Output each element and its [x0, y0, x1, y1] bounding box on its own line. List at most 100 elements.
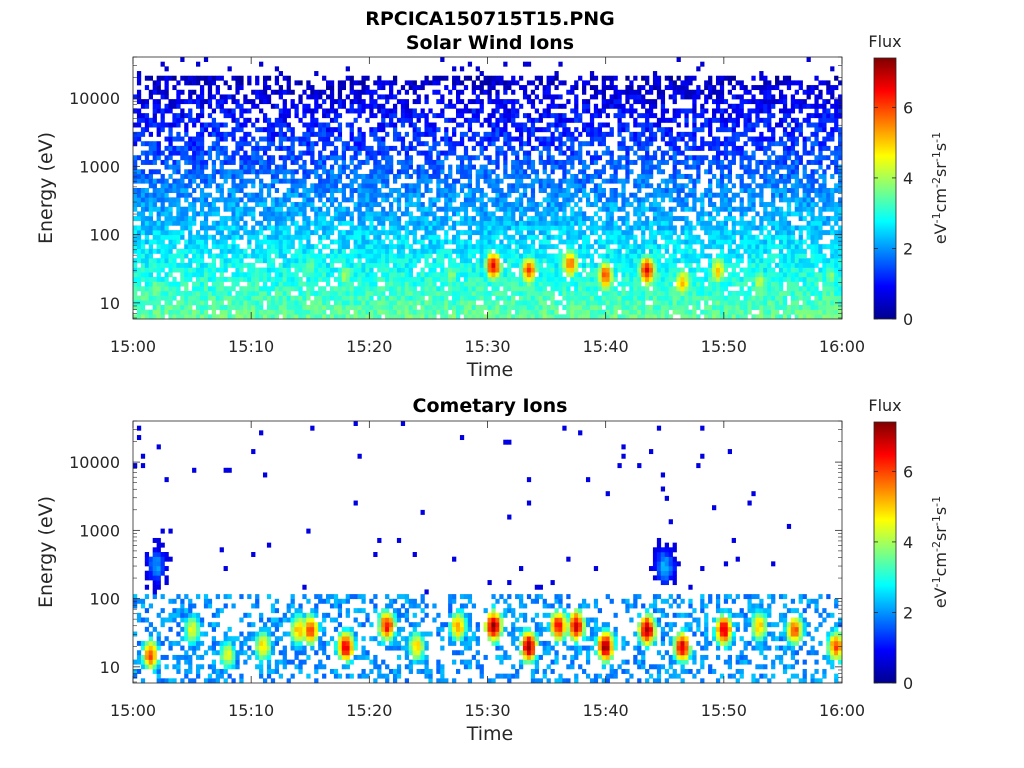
spectrogram-cell [203, 281, 209, 287]
spectrogram-cell [180, 248, 185, 254]
spectrogram-cell [507, 267, 512, 273]
spectrogram-cell [266, 122, 272, 128]
spectrogram-cell [148, 281, 153, 287]
spectrogram-cell [645, 267, 650, 273]
spectrogram-cell [278, 113, 283, 119]
spectrogram-cell [333, 206, 339, 212]
spectrogram-cell [507, 244, 512, 250]
spectrogram-cell [172, 169, 177, 175]
spectrogram-cell [503, 281, 508, 287]
spectrogram-cell [172, 117, 177, 123]
spectrogram-cell [605, 267, 610, 273]
spectrogram-cell [408, 295, 413, 301]
spectrogram-cell [160, 127, 165, 133]
spectrogram-cell [286, 290, 291, 296]
spectrogram-cell [329, 192, 335, 198]
spectrogram-cell [507, 239, 512, 245]
spectrogram-cell [227, 85, 232, 91]
spectrogram-cell [298, 262, 303, 268]
spectrogram-cell [637, 145, 642, 151]
spectrogram-cell [168, 150, 173, 156]
spectrogram-cell [148, 202, 153, 208]
spectrogram-cell [483, 216, 488, 222]
spectrogram-cell [294, 314, 299, 320]
spectrogram-cell [601, 150, 606, 156]
spectrogram-cell [357, 80, 362, 86]
spectrogram-cell [156, 281, 161, 287]
spectrogram-cell [259, 220, 264, 226]
spectrogram-cell [483, 145, 488, 151]
spectrogram-cell [582, 286, 587, 292]
spectrogram-cell [255, 89, 260, 95]
spectrogram-cell [471, 314, 476, 320]
spectrogram-cell [278, 71, 283, 77]
spectrogram-cell [483, 258, 488, 264]
spectrogram-cell [550, 169, 555, 175]
spectrogram-cell [507, 192, 512, 198]
spectrogram-cell [530, 230, 536, 236]
spectrogram-cell [259, 248, 264, 254]
spectrogram-cell [416, 258, 421, 264]
spectrogram-cell [369, 216, 374, 222]
spectrogram-cell [585, 173, 591, 179]
spectrogram-cell [491, 136, 496, 142]
spectrogram-cell [511, 220, 516, 226]
spectrogram-cell [420, 295, 425, 301]
spectrogram-cell [353, 150, 358, 156]
spectrogram-cell [349, 136, 354, 142]
spectrogram-cell [558, 234, 563, 240]
spectrogram-cell [495, 117, 500, 123]
spectrogram-cell [278, 206, 283, 212]
spectrogram-cell [515, 286, 520, 292]
spectrogram-cell [326, 113, 331, 119]
spectrogram-cell [621, 244, 626, 250]
spectrogram-cell [365, 85, 370, 91]
spectrogram-cell [389, 220, 394, 226]
spectrogram-cell [306, 141, 311, 147]
spectrogram-cell [448, 117, 453, 123]
spectrogram-cell [172, 216, 177, 222]
spectrogram-cell [428, 145, 433, 151]
spectrogram-cell [243, 99, 248, 105]
spectrogram-cell [310, 108, 315, 114]
spectrogram-cell [507, 281, 512, 287]
spectrogram-cell [365, 183, 370, 189]
spectrogram-cell [329, 103, 335, 109]
spectrogram-cell [519, 230, 524, 236]
spectrogram-cell [542, 276, 547, 282]
spectrogram-cell [487, 197, 492, 203]
spectrogram-cell [389, 276, 394, 282]
spectrogram-cell [357, 262, 362, 268]
spectrogram-cell [329, 178, 335, 184]
spectrogram-cell [337, 206, 343, 212]
spectrogram-cell [440, 206, 445, 212]
spectrogram-cell [538, 127, 543, 133]
spectrogram-cell [566, 159, 571, 165]
spectrogram-cell [495, 220, 500, 226]
spectrogram-cell [396, 197, 402, 203]
spectrogram-cell [251, 164, 256, 170]
spectrogram-cell [243, 304, 248, 310]
spectrogram-cell [144, 300, 150, 306]
spectrogram-cell [235, 216, 240, 222]
spectrogram-cell [136, 253, 142, 259]
spectrogram-cell [408, 183, 413, 189]
spectrogram-cell [444, 230, 449, 236]
spectrogram-cell [420, 220, 425, 226]
spectrogram-cell [337, 239, 343, 245]
spectrogram-cell [148, 94, 153, 100]
spectrogram-cell [361, 262, 366, 268]
spectrogram-cell [239, 141, 244, 147]
spectrogram-cell [377, 239, 382, 245]
spectrogram-cell [420, 113, 425, 119]
spectrogram-cell [243, 150, 248, 156]
spectrogram-cell [432, 164, 437, 170]
spectrogram-cell [432, 220, 437, 226]
spectrogram-cell [266, 253, 272, 259]
spectrogram-cell [266, 211, 272, 217]
spectrogram-cell [282, 155, 287, 161]
spectrogram-cell [633, 206, 638, 212]
spectrogram-cell [420, 244, 425, 250]
spectrogram-cell [542, 85, 547, 91]
spectrogram-cell [302, 188, 307, 193]
